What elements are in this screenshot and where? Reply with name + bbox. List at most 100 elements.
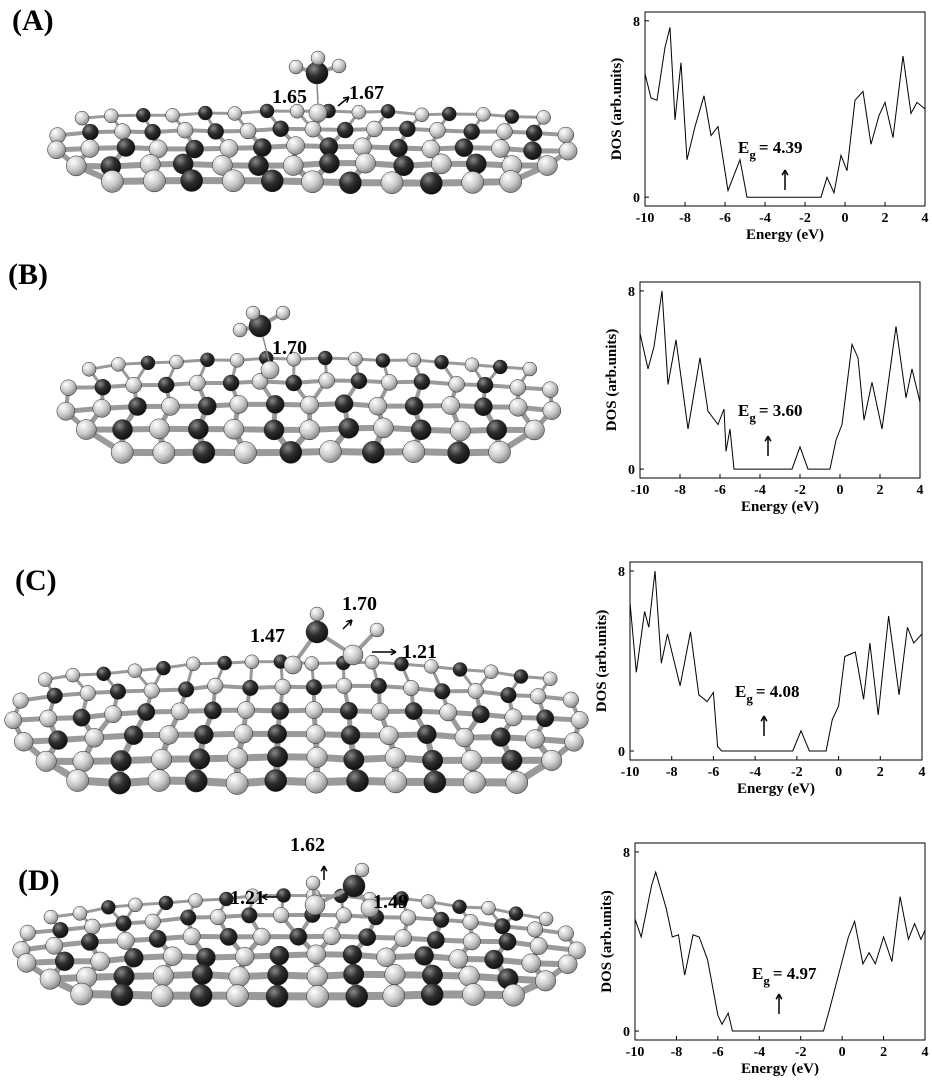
light-atom: [529, 937, 548, 955]
light-atom: [380, 374, 398, 391]
light-atom: [505, 771, 529, 794]
nitrogen-atom: [144, 123, 161, 141]
light-atom: [229, 353, 245, 368]
light-atom: [543, 671, 558, 687]
nitrogen-atom: [338, 418, 359, 439]
panel-label: (A): [12, 4, 54, 37]
x-tick-label: -2: [791, 765, 803, 780]
light-atom: [227, 747, 248, 769]
light-atom: [169, 354, 184, 370]
light-atom: [289, 103, 305, 119]
nitrogen-atom: [500, 687, 517, 704]
nitrogen-atom: [442, 106, 457, 122]
light-atom: [406, 352, 422, 368]
light-atom: [39, 968, 61, 990]
arrow-head: [781, 169, 789, 176]
gap-annotation: Eg = 3.60: [738, 401, 803, 425]
light-atom: [488, 440, 511, 464]
light-atom: [353, 137, 372, 157]
light-atom: [152, 965, 174, 987]
light-atom: [462, 983, 485, 1006]
x-tick-label: -10: [626, 1045, 645, 1060]
nitrogen-atom: [342, 945, 363, 965]
light-atom: [371, 702, 389, 721]
light-atom: [300, 395, 319, 415]
nitrogen-atom: [389, 138, 408, 158]
light-atom: [182, 927, 201, 946]
x-tick-label: -2: [799, 211, 811, 226]
nitrogen-atom: [380, 104, 396, 119]
nitrogen-atom: [394, 656, 409, 672]
nitrogen-atom: [269, 945, 290, 966]
light-atom: [237, 701, 255, 719]
nitrogen-atom: [113, 965, 135, 987]
light-atom: [394, 929, 413, 948]
light-atom: [450, 420, 471, 442]
light-atom: [382, 984, 406, 1008]
nitrogen-atom: [72, 708, 91, 727]
nitrogen-atom: [267, 724, 287, 744]
arrow-shaft: [337, 96, 350, 107]
light-atom: [502, 983, 525, 1007]
nitrogen-atom: [189, 984, 213, 1007]
light-atom: [163, 946, 183, 966]
light-atom: [228, 966, 250, 988]
arrow-head: [760, 715, 768, 722]
light-atom: [527, 921, 544, 938]
nitrogen-atom: [345, 985, 368, 1008]
light-atom: [354, 862, 370, 878]
nitrogen-atom: [156, 660, 171, 676]
dos-line: [644, 27, 926, 198]
light-atom: [161, 397, 180, 416]
nitrogen-atom: [513, 669, 529, 684]
nitrogen-atom: [259, 103, 275, 119]
light-atom: [159, 725, 179, 745]
nitrogen-atom: [434, 354, 449, 370]
light-atom: [348, 351, 363, 367]
nitrogen-atom: [350, 372, 368, 390]
nitrogen-atom: [248, 314, 272, 338]
light-atom: [74, 110, 90, 126]
nitrogen-atom: [318, 350, 333, 366]
nitrogen-atom: [194, 725, 214, 745]
x-tick-label: -2: [794, 483, 806, 498]
light-atom: [150, 984, 174, 1008]
panel-label: (B): [8, 258, 48, 291]
nitrogen-atom: [340, 725, 361, 745]
nitrogen-atom: [404, 702, 423, 720]
light-atom: [65, 155, 87, 177]
light-atom: [244, 654, 260, 670]
nitrogen-atom: [413, 373, 431, 390]
light-atom: [380, 171, 404, 194]
light-atom: [403, 680, 420, 697]
nitrogen-atom: [501, 749, 523, 771]
arrow-head: [320, 865, 328, 872]
nitrogen-atom: [422, 964, 443, 986]
light-atom: [542, 401, 562, 420]
light-atom: [541, 749, 563, 771]
light-atom: [301, 170, 324, 193]
light-atom: [439, 703, 458, 722]
light-atom: [143, 682, 160, 699]
y-tick-label: 0: [628, 463, 635, 478]
light-atom: [283, 655, 303, 675]
gap-value: = 3.60: [759, 401, 803, 420]
light-atom: [90, 951, 110, 972]
arrow-head: [342, 96, 350, 103]
nitrogen-atom: [196, 947, 216, 968]
light-atom: [229, 395, 249, 414]
gap-annotation: Eg = 4.97: [752, 964, 817, 988]
nitrogen-atom: [336, 121, 354, 139]
dos-line: [639, 290, 921, 470]
x-tick-label: -8: [666, 765, 678, 780]
nitrogen-atom: [476, 376, 494, 394]
nitrogen-atom: [109, 683, 127, 700]
nitrogen-atom: [305, 679, 323, 696]
light-atom: [310, 50, 326, 66]
light-atom: [79, 685, 96, 702]
light-atom: [355, 152, 376, 174]
y-tick-label: 8: [618, 565, 625, 580]
light-atom: [399, 909, 417, 926]
light-atom: [143, 169, 166, 193]
light-atom: [570, 711, 589, 729]
